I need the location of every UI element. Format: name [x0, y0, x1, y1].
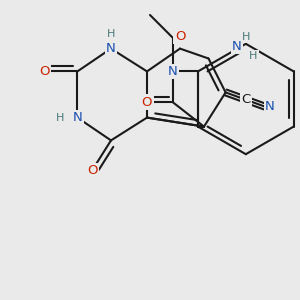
Text: C: C	[242, 93, 250, 106]
Text: H: H	[249, 51, 258, 62]
Text: N: N	[168, 65, 177, 78]
Text: N: N	[232, 40, 242, 53]
Text: O: O	[175, 30, 185, 43]
Text: H: H	[242, 32, 250, 42]
Text: N: N	[106, 42, 116, 55]
Text: O: O	[142, 95, 152, 109]
Text: H: H	[107, 29, 115, 39]
Text: O: O	[87, 164, 97, 177]
Text: O: O	[39, 65, 50, 78]
Text: N: N	[265, 100, 275, 113]
Text: N: N	[73, 111, 82, 124]
Text: H: H	[56, 112, 64, 123]
